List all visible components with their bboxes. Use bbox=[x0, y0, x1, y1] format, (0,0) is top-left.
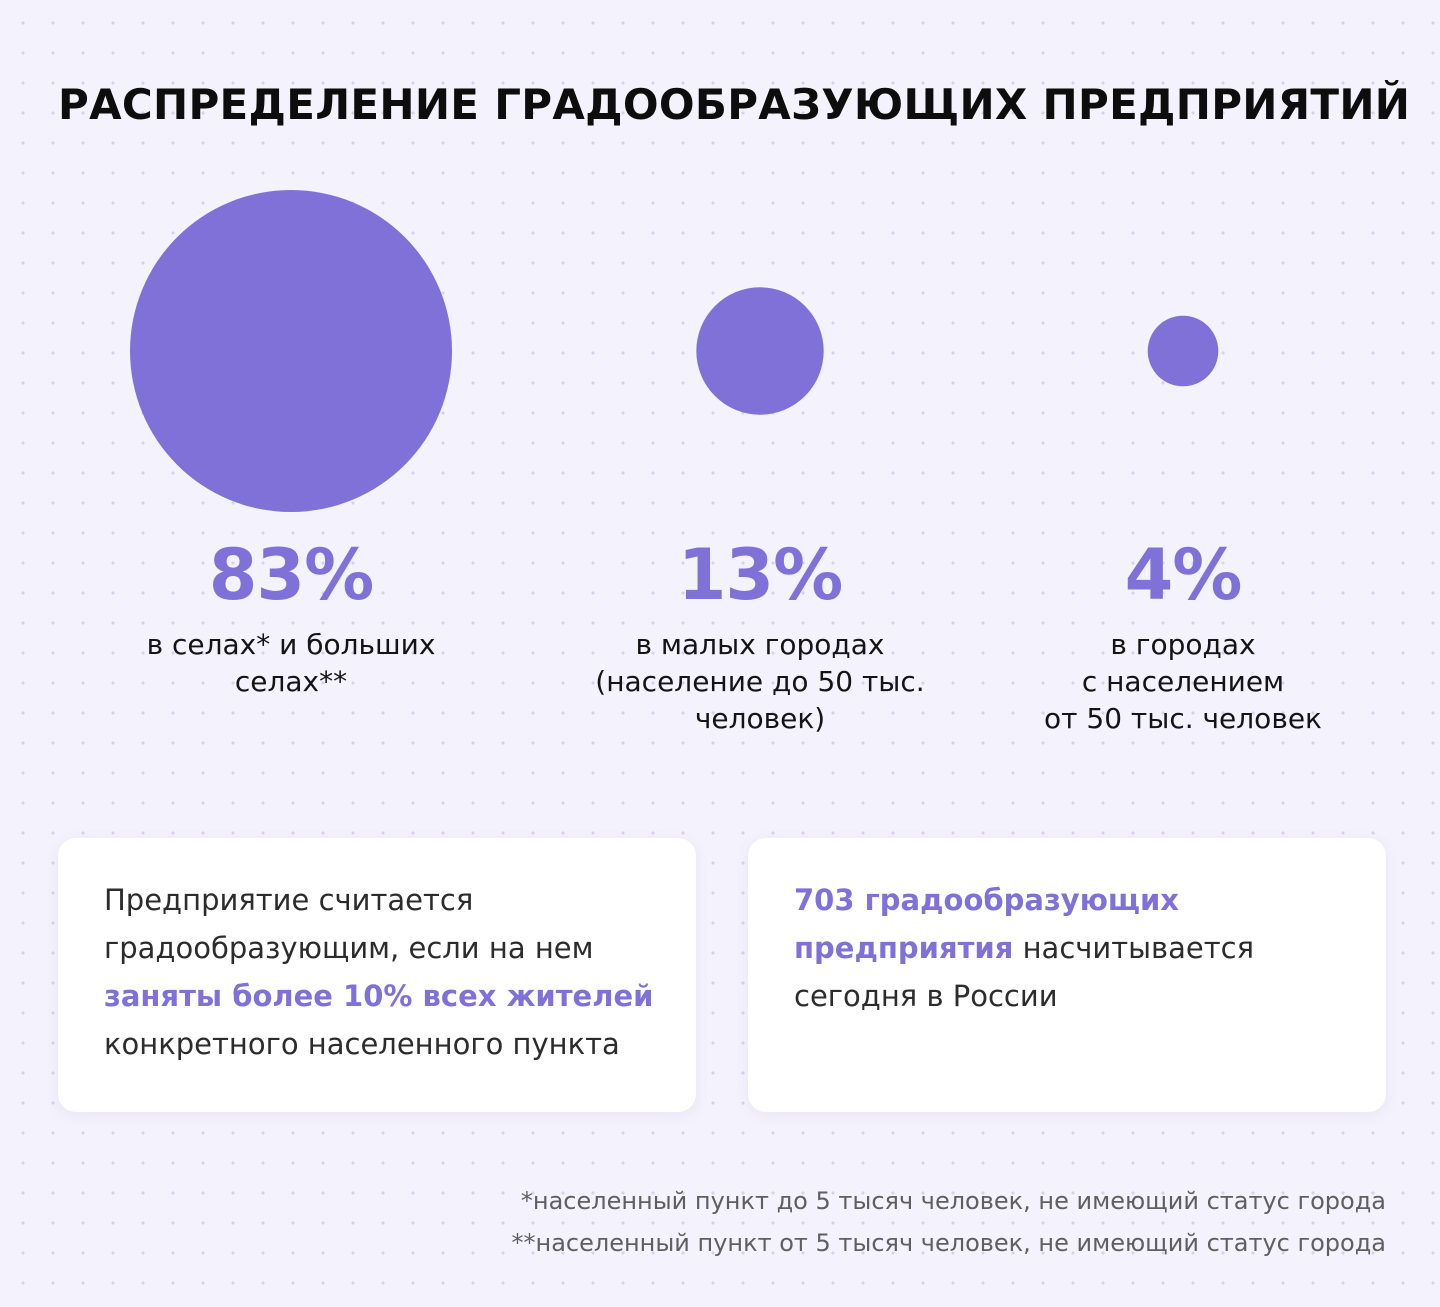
description-line: от 50 тыс. человек bbox=[1044, 702, 1322, 735]
footnote: *населенный пункт до 5 тысяч человек, не… bbox=[520, 1187, 1386, 1215]
card-text-line: конкретного населенного пункта bbox=[104, 1027, 620, 1061]
page-title: РАСПРЕДЕЛЕНИЕ ГРАДООБРАЗУЮЩИХ ПРЕДПРИЯТИ… bbox=[58, 80, 1411, 129]
card-text-line: Предприятие считается bbox=[104, 883, 474, 917]
definition-card: Предприятие считается градообразующим, е… bbox=[58, 838, 696, 1112]
description-line: с населением bbox=[1081, 665, 1285, 698]
description-line: в селах* и больших bbox=[146, 628, 436, 661]
percent-label: 4% bbox=[1124, 534, 1243, 616]
description-line: в городах bbox=[1110, 628, 1256, 661]
stat-cities: 4% в городах с населением от 50 тыс. чел… bbox=[1013, 530, 1353, 737]
percent-label: 83% bbox=[208, 534, 375, 616]
card-text-line: градообразующим, если на нем bbox=[104, 931, 594, 965]
description-line: селах** bbox=[234, 665, 348, 698]
card-highlight-text: предприятия bbox=[794, 931, 1014, 965]
bubble-1 bbox=[130, 190, 452, 512]
stat-description: в городах с населением от 50 тыс. челове… bbox=[1013, 626, 1353, 737]
description-line: (население до 50 тыс. bbox=[595, 665, 925, 698]
card-highlight-text: 703 градообразующих bbox=[794, 883, 1179, 917]
description-line: в малых городах bbox=[635, 628, 885, 661]
count-card: 703 градообразующих предприятия насчитыв… bbox=[748, 838, 1386, 1112]
card-text-line: предприятия насчитывается bbox=[794, 924, 1340, 972]
bubble-chart bbox=[130, 190, 1219, 512]
footnote: **населенный пункт от 5 тысяч человек, н… bbox=[511, 1229, 1387, 1257]
bubble-2 bbox=[696, 287, 824, 415]
description-line: человек) bbox=[694, 702, 826, 735]
percent-label: 13% bbox=[677, 534, 844, 616]
stat-small-towns: 13% в малых городах (население до 50 тыс… bbox=[565, 530, 955, 737]
stat-description: в малых городах (население до 50 тыс. че… bbox=[565, 626, 955, 737]
card-highlight-text: заняты более 10% всех жителей bbox=[104, 979, 654, 1013]
card-text-fragment: насчитывается bbox=[1013, 931, 1255, 965]
stat-description: в селах* и больших селах** bbox=[110, 626, 472, 700]
stat-villages: 83% в селах* и больших селах** bbox=[110, 530, 472, 700]
card-text-line: сегодня в России bbox=[794, 979, 1058, 1013]
bubble-3 bbox=[1147, 315, 1219, 387]
footnotes: *населенный пункт до 5 тысяч человек, не… bbox=[512, 1180, 1387, 1264]
